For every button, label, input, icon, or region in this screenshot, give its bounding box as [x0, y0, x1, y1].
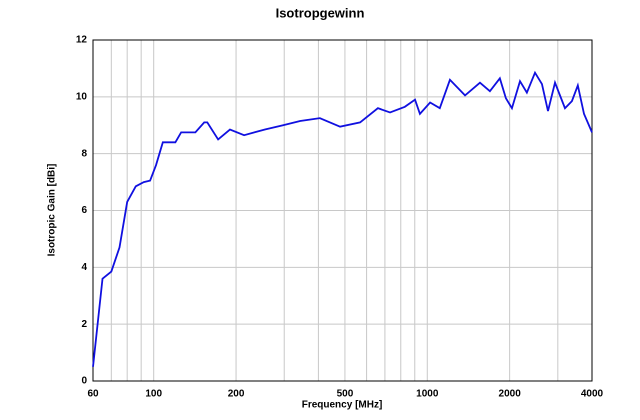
y-tick-label: 10: [76, 91, 88, 102]
x-tick-label: 100: [145, 389, 162, 400]
y-tick-label: 6: [81, 205, 87, 216]
y-tick-label: 8: [81, 148, 87, 159]
x-tick-label: 200: [228, 389, 245, 400]
x-tick-label: 500: [337, 389, 354, 400]
data-line: [92, 70, 593, 367]
y-axis-label: Isotropic Gain [dBi]: [47, 164, 58, 257]
plot-frame: [92, 39, 593, 382]
x-tick-label: 4000: [581, 389, 604, 400]
x-axis-label: Frequency [MHz]: [302, 400, 383, 411]
y-tick-label: 4: [81, 262, 87, 273]
x-tick-label: 1000: [416, 389, 439, 400]
chart-title: Isotropgewinn: [276, 5, 365, 20]
y-tick-label: 12: [76, 35, 88, 46]
y-tick-label: 0: [81, 376, 87, 387]
x-tick-label: 2000: [499, 389, 522, 400]
x-tick-label: 60: [87, 389, 99, 400]
y-tick-label: 2: [81, 319, 87, 330]
